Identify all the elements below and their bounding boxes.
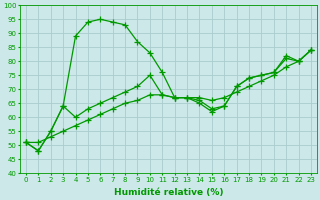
X-axis label: Humidité relative (%): Humidité relative (%) (114, 188, 223, 197)
